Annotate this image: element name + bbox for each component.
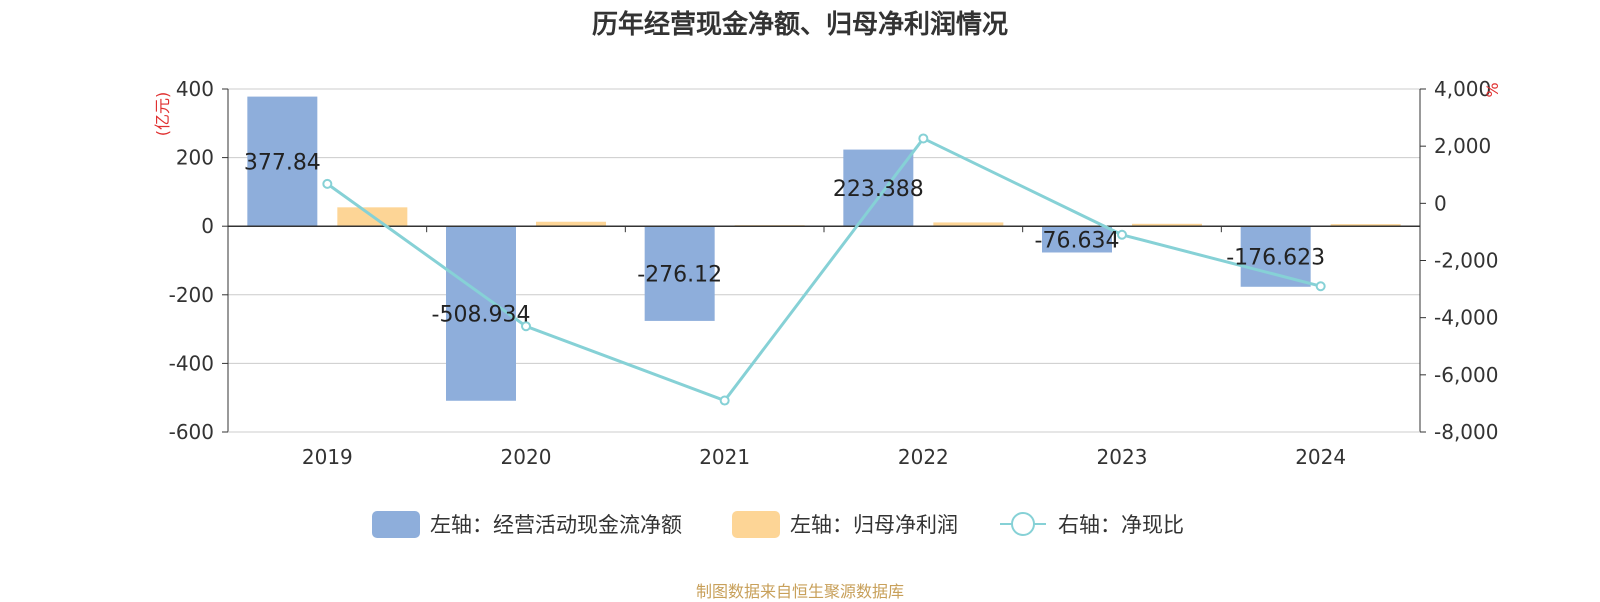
net-cash-ratio-point [521,321,531,332]
right-tick-label: -6,000 [1434,363,1498,387]
net-profit-bar [536,221,606,227]
left-tick-label: -200 [169,283,214,307]
right-axis-unit: % [1483,82,1502,97]
net-cash-ratio-point [918,133,929,144]
cashflow-data-label: -276.12 [637,263,722,288]
cashflow-bar [1240,226,1311,287]
right-tick-label: -8,000 [1434,420,1498,444]
net-profit-bar [1330,224,1401,227]
legend-swatch-cashflow [372,511,420,538]
net-cash-ratio-point [322,178,333,189]
net-cash-ratio-point [719,395,730,406]
net-cash-ratio-line [326,136,1322,403]
cashflow-data-label: 377.84 [244,150,321,175]
chart-title: 历年经营现金净额、归母净利润情况 [591,10,1008,40]
left-tick-label: 0 [201,214,214,238]
axes-layer: 400 200 0 -200 -400 -600 4,000 2,000 0 -2,000 -4,0… [153,77,1502,469]
x-tick-label: 2021 [699,445,750,469]
legend: 左轴：经营活动现金流净额 左轴：归母净利润 右轴：净现比 [372,511,1184,538]
right-tick-label: 4,000 [1434,77,1491,101]
x-tick-label: 2020 [501,445,552,469]
data-source-note: 制图数据来自恒生聚源数据库 [695,582,904,601]
x-tick-label: 2023 [1097,445,1148,469]
x-tick-label: 2022 [898,445,949,469]
chart-svg: 400 200 0 -200 -400 -600 4,000 2,000 0 -2,000 -4,0… [153,77,1502,538]
cashflow-bar [446,226,516,401]
left-tick-label: -600 [169,420,214,444]
cashflow-bar [843,149,914,227]
x-tick-label: 2019 [302,445,353,469]
right-tick-label: 0 [1434,191,1447,215]
legend-label-cashflow: 左轴：经营活动现金流净额 [430,513,682,537]
legend-label-net-profit: 左轴：归母净利润 [790,513,958,537]
right-tick-label: -2,000 [1434,249,1498,273]
cashflow-bar [644,226,715,321]
cashflow-data-label: -176.623 [1226,245,1325,270]
grid-lines [228,88,1420,433]
net-profit-bar [933,222,1004,227]
legend-marker-ratio [1011,512,1035,536]
cashflow-data-label: -76.634 [1035,228,1120,253]
left-tick-label: 400 [176,77,214,101]
data-labels-layer: 377.84 -508.934 -276.12 223.388 -76.634 -176.… [244,150,1325,327]
net-cash-ratio-point [1117,229,1127,240]
x-tick-label: 2024 [1295,445,1346,469]
net-profit-bar [1132,223,1202,227]
cashflow-bar [1042,226,1112,253]
legend-label-ratio: 右轴：净现比 [1058,513,1184,537]
right-tick-label: -4,000 [1434,306,1498,330]
left-tick-label: -400 [169,351,214,375]
cashflow-data-label: 223.388 [833,177,924,202]
line-layer [322,133,1326,406]
net-cash-ratio-point [1315,281,1326,292]
left-tick-label: 200 [176,146,214,170]
cashflow-bar [247,96,318,227]
legend-swatch-net-profit [732,511,780,538]
right-tick-label: 2,000 [1434,134,1491,158]
left-axis-unit: (亿元) [153,92,172,137]
cashflow-data-label: -508.934 [432,302,531,327]
